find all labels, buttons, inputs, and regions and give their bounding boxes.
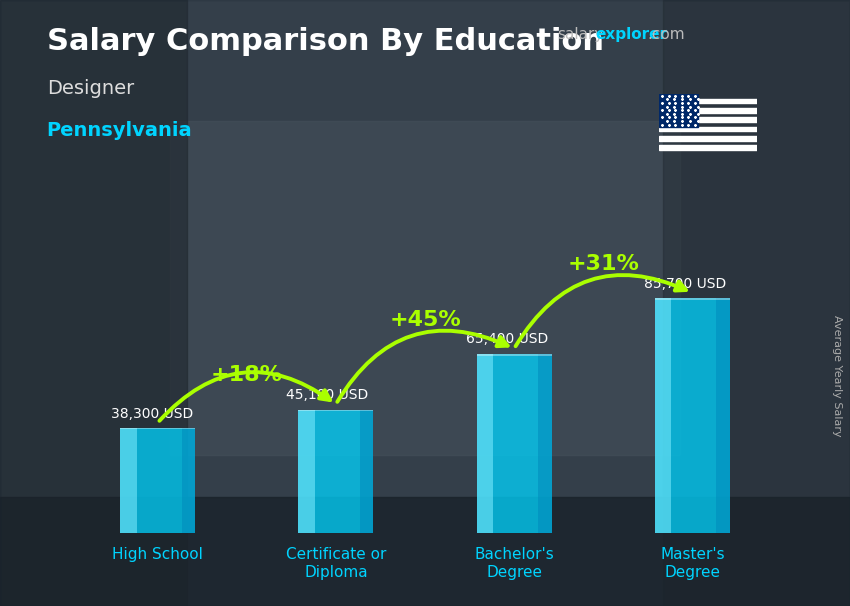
Bar: [360, 410, 373, 533]
Text: +31%: +31%: [567, 254, 639, 274]
Bar: [298, 410, 314, 533]
FancyArrowPatch shape: [516, 275, 686, 346]
Text: salary: salary: [557, 27, 604, 42]
Bar: [477, 354, 552, 356]
FancyArrowPatch shape: [160, 372, 330, 421]
Bar: [655, 298, 730, 301]
Text: 65,400 USD: 65,400 USD: [466, 333, 548, 347]
Bar: [655, 298, 730, 533]
Text: explorer: explorer: [595, 27, 667, 42]
Text: +18%: +18%: [211, 365, 283, 385]
Text: Pennsylvania: Pennsylvania: [47, 121, 192, 140]
FancyArrowPatch shape: [337, 331, 507, 402]
Bar: [120, 428, 195, 429]
Bar: [663, 0, 850, 606]
Bar: [717, 298, 730, 533]
Bar: [298, 410, 373, 411]
Bar: [182, 428, 195, 533]
Bar: [477, 354, 552, 533]
Bar: [298, 410, 373, 533]
Bar: [659, 108, 756, 113]
Bar: [655, 298, 672, 533]
Text: Average Yearly Salary: Average Yearly Salary: [832, 315, 842, 436]
Bar: [120, 428, 195, 533]
Bar: [659, 99, 756, 103]
Bar: [477, 354, 493, 533]
Bar: [120, 428, 137, 533]
Text: +45%: +45%: [389, 310, 461, 330]
Bar: [659, 136, 756, 141]
Bar: [659, 117, 756, 122]
Text: 45,100 USD: 45,100 USD: [286, 388, 368, 402]
Text: .com: .com: [648, 27, 685, 42]
Bar: [170, 121, 680, 454]
Bar: [659, 145, 756, 150]
Bar: [659, 94, 698, 127]
Bar: [0, 0, 187, 606]
Text: 38,300 USD: 38,300 USD: [111, 407, 193, 421]
Bar: [0, 497, 850, 606]
Text: Salary Comparison By Education: Salary Comparison By Education: [47, 27, 603, 56]
Text: 85,700 USD: 85,700 USD: [644, 277, 727, 291]
Text: Designer: Designer: [47, 79, 134, 98]
Bar: [538, 354, 552, 533]
Bar: [659, 127, 756, 132]
